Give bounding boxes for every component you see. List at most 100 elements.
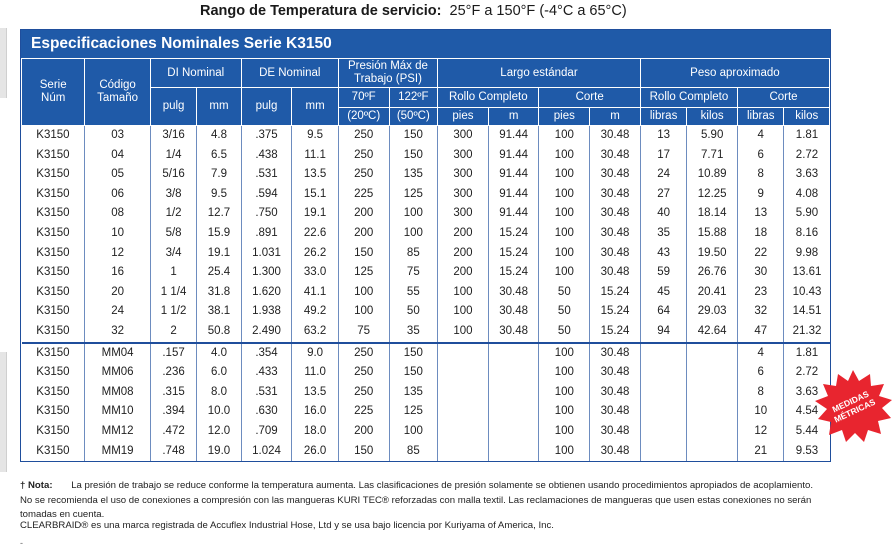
cell-peso-rollo-libras — [639, 363, 687, 383]
cell-de-pulg: .438 — [240, 145, 292, 166]
cell-presion-122f: 85 — [388, 243, 438, 264]
table-row: K3150 08 1/2 12.7.750 19.1 200 100 300 91.44 100 3… — [22, 204, 830, 224]
cell-di-pulg: .748 — [149, 441, 197, 462]
cell-presion-70f: 250 — [337, 165, 390, 185]
cell-rollo-pies — [437, 421, 489, 442]
cell-peso-corte-kilos: 1.81 — [783, 125, 830, 146]
cell-rollo-pies: 100 — [437, 321, 489, 343]
cell-de-pulg: 2.490 — [240, 321, 292, 343]
cell-di-pulg: 1/4 — [149, 145, 197, 166]
cell-codigo: MM10 — [84, 402, 151, 422]
badge-starburst — [815, 370, 892, 442]
cell-serie: K3150 — [36, 366, 70, 379]
cell-corte-pies: 100 — [538, 243, 590, 264]
header-peso-rollo-kilos: kilos — [686, 107, 739, 126]
header-presion-70f: 70ºF — [337, 87, 390, 108]
cell-rollo-pies: 300 — [437, 125, 489, 146]
note-line-1: † Nota: La presión de trabajo se reduce … — [20, 479, 880, 494]
header-largo-estandar: Largo estándar — [437, 58, 641, 88]
temperature-range-value: 25°F a 150°F (-4°C a 65°C) — [449, 3, 627, 19]
cell-corte-m: 30.48 — [589, 263, 641, 283]
cell-codigo: 16 — [84, 263, 151, 283]
cell-de-pulg: .594 — [240, 184, 292, 205]
cell-peso-rollo-libras — [639, 402, 687, 422]
cell-di-pulg: .315 — [149, 382, 197, 403]
cell-de-pulg: .375 — [240, 125, 292, 146]
table-row: K3150 MM06.236 6.0.433 11.0 250 150 100 30.48 6 2… — [22, 363, 830, 383]
table-row: K3150 32 2 50.8 2.490 63.2 75 35 100 30.48 50 15.24… — [22, 321, 830, 343]
cell-peso-rollo-kilos — [686, 421, 738, 442]
cell-presion-122f: 150 — [388, 363, 438, 383]
specs-table-container: Especificaciones Nominales Serie K3150 S… — [20, 29, 831, 463]
cell-codigo: MM19 — [84, 441, 151, 462]
header-presion-20c: (20ºC) — [337, 107, 390, 126]
header-serie-num: Serie Núm — [20, 58, 86, 126]
cell-rollo-pies — [437, 363, 489, 383]
cell-codigo: 12 — [84, 243, 151, 264]
header-peso-aproximado: Peso aproximado — [639, 58, 831, 88]
cell-rollo-m — [487, 382, 539, 403]
cell-peso-rollo-libras — [639, 421, 687, 442]
cell-peso-corte-libras: 6 — [737, 145, 784, 166]
cell-rollo-pies: 200 — [437, 243, 489, 264]
cell-corte-pies: 100 — [538, 125, 590, 146]
cell-peso-rollo-kilos: 7.71 — [686, 145, 738, 166]
cell-de-mm: 18.0 — [291, 421, 339, 442]
cell-presion-122f: 75 — [388, 263, 438, 283]
cell-presion-70f: 250 — [337, 382, 390, 403]
cell-rollo-m — [487, 421, 539, 442]
cell-peso-rollo-libras — [639, 441, 687, 462]
cell-presion-122f: 100 — [388, 223, 438, 244]
specs-table: Serie Núm Código Tamaño DI Nominal DE No… — [20, 58, 831, 462]
table-row: K3150 MM08.315 8.0.531 13.5 250 135 100 30.48 8 3… — [22, 382, 830, 403]
cell-corte-m: 30.48 — [589, 363, 641, 383]
header-largo-corte-m: m — [589, 107, 641, 126]
header-presion: Presión Máx de Trabajo (PSI) — [337, 58, 439, 88]
cell-codigo: MM06 — [84, 363, 151, 383]
cell-corte-pies: 100 — [538, 204, 590, 224]
cell-corte-m: 30.48 — [589, 243, 641, 264]
cell-corte-m: 30.48 — [589, 204, 641, 224]
cell-peso-corte-kilos: 2.72 — [783, 363, 830, 383]
cell-serie: K3150 — [36, 207, 70, 220]
cell-peso-rollo-kilos: 26.76 — [686, 263, 738, 283]
cell-de-mm: 26.2 — [291, 243, 339, 264]
cell-di-mm: 12.0 — [196, 421, 242, 442]
cell-presion-122f: 55 — [388, 282, 438, 303]
cell-rollo-m: 91.44 — [487, 184, 539, 205]
cell-di-pulg: 1 1/4 — [149, 282, 197, 303]
cell-presion-122f: 85 — [388, 441, 438, 462]
cell-peso-rollo-kilos: 20.41 — [686, 282, 738, 303]
cell-di-pulg: 3/4 — [149, 243, 197, 264]
table-row: K3150 24 1 1/2 38.1 1.938 49.2 100 50 100 30.48 50… — [22, 302, 830, 322]
cell-corte-pies: 100 — [538, 382, 590, 403]
cell-presion-122f: 135 — [388, 165, 438, 185]
cell-corte-m: 15.24 — [589, 302, 641, 322]
cell-corte-pies: 100 — [538, 263, 590, 283]
page-edge-bottom — [0, 352, 7, 472]
cell-codigo: 10 — [84, 223, 151, 244]
cell-presion-122f: 150 — [388, 341, 438, 364]
cell-peso-corte-libras: 8 — [737, 382, 784, 403]
header-de-nominal: DE Nominal — [240, 58, 339, 88]
header-di-pulg: pulg — [149, 87, 198, 126]
cell-peso-corte-libras: 4 — [737, 341, 784, 364]
table-row: K3150 20 1 1/4 31.8 1.620 41.1 100 55 100 30.48 50… — [22, 282, 830, 303]
cell-corte-pies: 100 — [538, 441, 590, 462]
cell-serie: K3150 — [36, 424, 70, 437]
cell-peso-corte-kilos: 1.81 — [783, 341, 830, 364]
cell-de-mm: 11.1 — [291, 145, 339, 166]
cell-peso-rollo-libras: 64 — [639, 302, 687, 322]
cell-rollo-m — [487, 441, 539, 462]
header-de-pulg: pulg — [240, 87, 293, 126]
note-line-3: tomadas en cuenta. — [20, 509, 105, 520]
cell-de-pulg: .630 — [240, 402, 292, 422]
cell-peso-rollo-kilos — [686, 382, 738, 403]
cell-presion-70f: 250 — [337, 145, 390, 166]
cell-peso-rollo-libras — [639, 341, 687, 364]
cell-rollo-pies — [437, 341, 489, 364]
cell-corte-pies: 100 — [538, 341, 590, 364]
cell-rollo-m: 91.44 — [487, 145, 539, 166]
header-peso-corte: Corte — [737, 87, 830, 108]
cell-peso-corte-libras: 9 — [737, 184, 784, 205]
